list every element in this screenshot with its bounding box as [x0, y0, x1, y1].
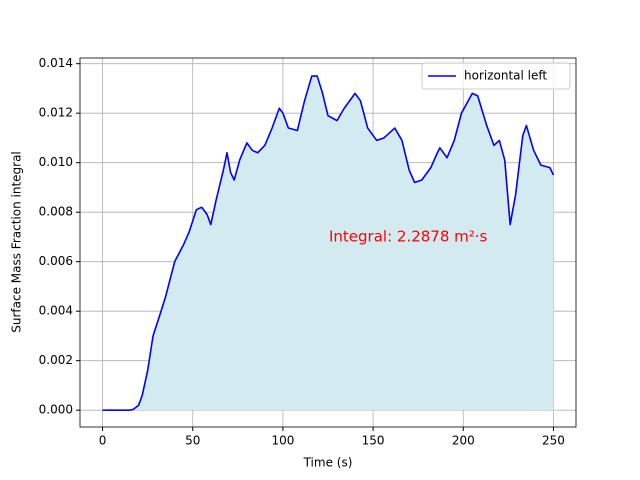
x-tick-label: 150	[362, 434, 385, 448]
x-tick-label: 0	[99, 434, 107, 448]
legend-box	[421, 62, 571, 90]
annotation: Integral: 2.2878 m²·s	[329, 228, 488, 246]
y-tick-label: 0.010	[39, 155, 73, 169]
x-axis-label: Time (s)	[303, 456, 353, 470]
y-tick-label: 0.014	[39, 56, 73, 70]
x-tick-label: 100	[271, 434, 294, 448]
data-line	[102, 75, 555, 411]
plot-frame	[79, 57, 577, 428]
y-tick-label: 0.006	[39, 254, 73, 268]
legend: horizontal left	[421, 62, 571, 90]
y-axis-label: Surface Mass Fraction integral	[10, 151, 24, 333]
x-tick-label: 250	[542, 434, 565, 448]
legend-label: horizontal left	[464, 69, 547, 83]
y-tick-label: 0.002	[39, 353, 73, 367]
y-tick-label: 0.008	[39, 205, 73, 219]
y-tick-label: 0.000	[39, 403, 73, 417]
y-tick-label: 0.012	[39, 106, 73, 120]
x-tick-label: 200	[452, 434, 475, 448]
area-fill	[102, 76, 554, 411]
x-tick-label: 50	[185, 434, 200, 448]
y-tick-label: 0.004	[39, 304, 73, 318]
